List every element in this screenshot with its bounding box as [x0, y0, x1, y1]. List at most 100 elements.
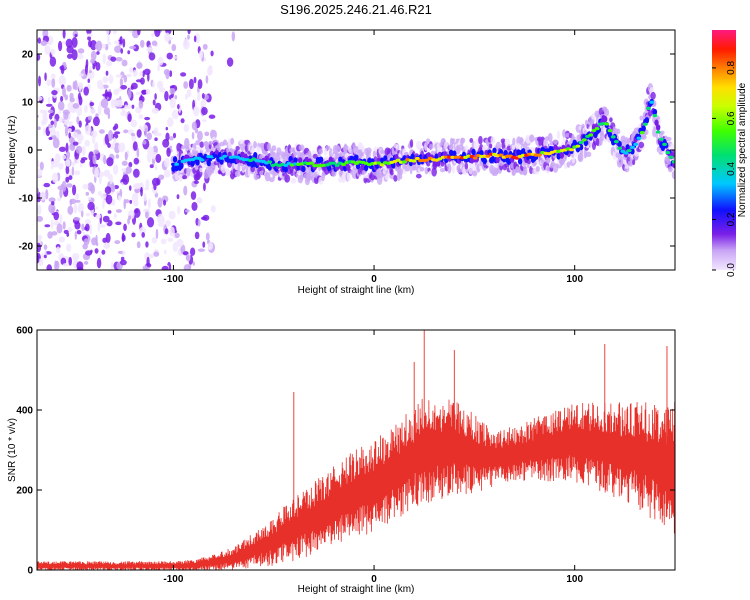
heatmap-noise-blob	[87, 36, 92, 41]
heatmap-ridge-halo	[318, 148, 323, 155]
heatmap-noise-blob	[43, 127, 46, 136]
heatmap-ridge-core	[354, 154, 359, 161]
heatmap-ridge-halo	[460, 137, 466, 144]
heatmap-ridge-halo	[176, 142, 182, 152]
heatmap-noise-blob	[78, 120, 82, 128]
heatmap-noise-blob	[83, 104, 88, 114]
heatmap-ridge-halo	[193, 142, 197, 150]
heatmap-noise-blob	[62, 221, 66, 230]
heatmap-noise-blob	[131, 104, 135, 109]
heatmap-noise-blob	[119, 77, 124, 87]
heatmap-noise-blob	[143, 193, 147, 202]
heatmap-noise-blob	[63, 111, 69, 120]
heatmap-noise-blob	[73, 203, 78, 214]
heatmap-noise-blob	[75, 145, 83, 154]
heatmap-noise-blob	[64, 125, 69, 137]
heatmap-ridge-peak	[174, 162, 180, 166]
heatmap-ridge-halo	[595, 137, 600, 147]
heatmap-ridge-peak	[668, 155, 674, 159]
heatmap-noise-blob	[56, 130, 60, 140]
heatmap-ridge-core	[630, 148, 635, 155]
heatmap-noise-blob	[44, 45, 51, 55]
heatmap-ridge-halo	[271, 145, 277, 152]
colorbar-tick-label: 0.6	[726, 111, 737, 125]
heatmap-noise-blob	[153, 251, 160, 257]
heatmap-noise-blob	[110, 56, 117, 62]
heatmap-noise-blob	[187, 34, 190, 40]
heatmap-ridge-peak	[414, 156, 420, 161]
heatmap-noise-blob	[85, 191, 90, 196]
heatmap-ridge-core	[602, 115, 608, 123]
heatmap-noise-blob	[107, 129, 114, 141]
heatmap-ridge-halo	[419, 166, 425, 172]
heatmap-noise-blob	[50, 219, 54, 229]
heatmap-ridge-halo	[564, 133, 571, 138]
heatmap-noise-blob	[136, 241, 141, 249]
heatmap-noise-blob	[122, 174, 130, 185]
heatmap-noise-blob	[121, 59, 128, 67]
heatmap-ridge-halo	[211, 164, 215, 174]
heatmap-ridge-halo	[439, 167, 446, 173]
heatmap-noise-blob	[183, 264, 191, 270]
heatmap-noise-blob	[140, 77, 145, 85]
heatmap-noise-blob	[42, 115, 48, 125]
heatmap-noise-blob	[210, 205, 216, 213]
heatmap-noise-blob	[50, 73, 56, 79]
heatmap-noise-blob	[80, 158, 86, 164]
heatmap-noise-blob	[155, 153, 162, 163]
heatmap-noise-blob	[174, 232, 180, 238]
heatmap-noise-blob	[97, 190, 102, 196]
heatmap-noise-blob	[113, 164, 119, 175]
heatmap-noise-blob	[92, 116, 100, 127]
heatmap-noise-blob	[86, 33, 93, 37]
heatmap-ridge-peak	[219, 156, 224, 160]
heatmap-noise-blob	[108, 74, 114, 84]
heatmap-noise-blob	[107, 143, 111, 149]
heatmap-noise-blob	[115, 56, 123, 62]
heatmap-noise-blob	[93, 149, 100, 154]
heatmap-ridge-core	[479, 149, 484, 157]
heatmap-noise-blob	[146, 132, 153, 141]
heatmap-ridge-halo	[342, 144, 349, 153]
heatmap-noise-blob	[101, 249, 106, 255]
heatmap-noise-blob	[45, 103, 53, 107]
heatmap-noise-blob	[163, 169, 171, 178]
x-tick-label: 100	[566, 274, 583, 285]
heatmap-noise-blob	[138, 100, 144, 109]
heatmap-ridge-halo	[471, 170, 478, 177]
heatmap-ridge-halo	[490, 136, 496, 145]
heatmap-noise-blob	[95, 40, 103, 52]
heatmap-noise-blob	[105, 194, 113, 205]
heatmap-ridge-halo	[241, 166, 246, 172]
heatmap-ridge-halo	[382, 164, 387, 175]
heatmap-ridge-halo	[447, 163, 452, 174]
heatmap-noise-blob	[154, 30, 161, 38]
heatmap-ridge-halo	[276, 147, 282, 154]
heatmap-noise-blob	[192, 105, 200, 117]
heatmap-noise-blob	[62, 263, 70, 267]
x-tick-label: -100	[163, 274, 183, 285]
heatmap-noise-blob	[49, 113, 53, 120]
heatmap-noise-blob	[129, 45, 137, 50]
heatmap-noise-blob	[105, 70, 109, 76]
heatmap-ridge-core	[641, 125, 646, 132]
heatmap-noise-blob	[133, 157, 140, 165]
heatmap-noise-blob	[57, 101, 65, 111]
heatmap-noise-blob	[94, 248, 99, 254]
heatmap-noise-blob	[62, 86, 66, 98]
heatmap-ridge-peak	[283, 163, 289, 167]
heatmap-noise-blob	[169, 226, 175, 237]
heatmap-ridge-halo	[428, 143, 434, 150]
heatmap-ridge-core	[495, 156, 500, 164]
heatmap-ridge-halo	[222, 139, 228, 146]
heatmap-noise-blob	[84, 125, 92, 136]
heatmap-noise-blob	[196, 197, 203, 204]
heatmap-ridge-halo	[515, 143, 522, 151]
heatmap-ridge-halo	[284, 174, 291, 183]
heatmap-ridge-halo	[239, 139, 244, 145]
heatmap-noise-blob	[60, 64, 65, 75]
heatmap-ridge-peak	[665, 151, 671, 155]
heatmap-noise-blob	[77, 92, 82, 101]
y-tick-label: 200	[16, 486, 33, 497]
heatmap-ridge-halo	[299, 175, 304, 181]
